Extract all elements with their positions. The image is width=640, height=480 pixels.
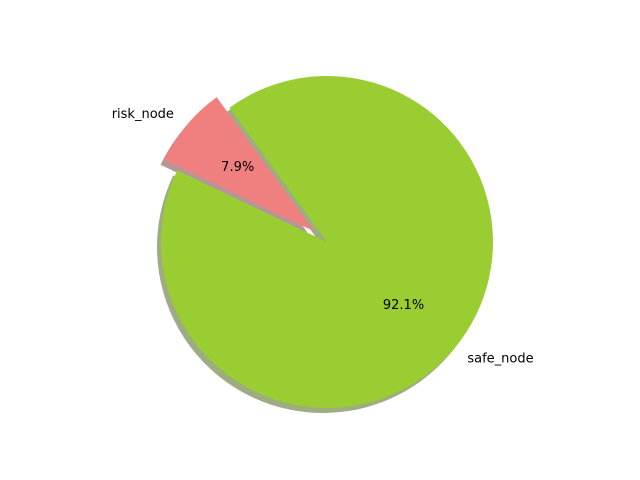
pie-slice-safe-node	[161, 76, 493, 409]
slice-label-risk-node: risk_node	[112, 107, 174, 122]
slice-label-safe-node: safe_node	[467, 351, 533, 366]
pie-labels: risk_node 7.9% safe_node 92.1%	[112, 107, 534, 366]
pie-slice-risk-node	[164, 97, 315, 232]
slice-percent-safe-node: 92.1%	[383, 298, 424, 313]
pie-slices	[161, 76, 493, 409]
slice-percent-risk-node: 7.9%	[221, 160, 254, 175]
